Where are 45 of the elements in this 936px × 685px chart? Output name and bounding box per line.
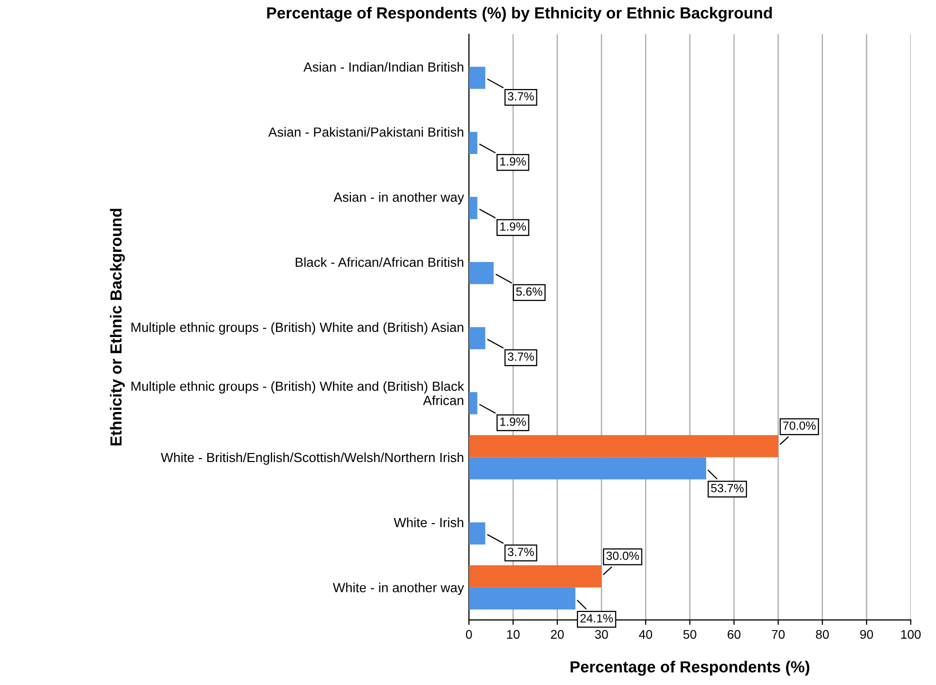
bar: [468, 522, 486, 544]
bar: [468, 565, 602, 588]
data-label: 53.7%: [711, 484, 744, 492]
data-label: 3.7%: [508, 352, 534, 361]
data-label: 5.6%: [516, 287, 542, 296]
data-label: 70.0%: [783, 421, 816, 430]
data-label: 3.7%: [508, 548, 534, 556]
y-tick-label: Asian - in another way: [334, 192, 464, 204]
x-tick-label: 100: [901, 630, 921, 639]
data-label: 30.0%: [606, 552, 639, 560]
x-tick-label: 90: [860, 630, 874, 639]
y-tick-label: Black - African/African British: [296, 257, 464, 267]
data-label: 1.9%: [500, 157, 526, 166]
bar: [468, 66, 486, 89]
y-tick-label: Asian - Pakistani/Pakistani British: [268, 127, 464, 137]
y-tick-label: Multiple ethnic groups - (British) White and (British) Asian: [132, 322, 464, 335]
x-tick-label: 30: [595, 630, 608, 639]
x-tick-label: 60: [728, 630, 740, 639]
data-label: 1.9%: [500, 222, 526, 231]
bar: [468, 262, 494, 284]
bar: [468, 196, 478, 220]
y-axis-title: Ethnicity or Ethnic Background: [110, 208, 125, 446]
x-tick-label: 70: [772, 630, 785, 639]
bar: [468, 457, 706, 480]
y-tick-label: White - in another way: [332, 582, 464, 595]
y-tick-label: White - Irish: [394, 518, 464, 528]
x-tick-label: 0: [466, 630, 472, 639]
x-tick-label: 40: [638, 630, 652, 639]
bar: [468, 392, 478, 414]
y-tick-label: Asian - Indian/Indian British: [303, 62, 464, 72]
x-tick-label: 10: [507, 630, 520, 639]
y-tick-label: White - British/English/Scottish/Welsh/Northern Irish: [160, 452, 464, 465]
bar: [468, 132, 478, 154]
chart-title: Percentage of Respondents (%) by Ethnicity or Ethnic Background: [267, 6, 772, 22]
x-tick-label: 50: [683, 630, 696, 639]
bar: [468, 327, 486, 350]
data-label: 1.9%: [500, 418, 526, 426]
bar: [468, 435, 778, 458]
x-tick-label: 20: [550, 630, 564, 639]
x-tick-label: 80: [816, 630, 829, 639]
data-label: 24.1%: [580, 614, 613, 622]
y-tick-label: Multiple ethnic groups - (British) White and (British) Black African: [132, 381, 464, 406]
data-label: 3.7%: [508, 92, 534, 101]
x-axis-title: Percentage of Respondents (%): [570, 660, 810, 676]
bar: [468, 587, 576, 610]
